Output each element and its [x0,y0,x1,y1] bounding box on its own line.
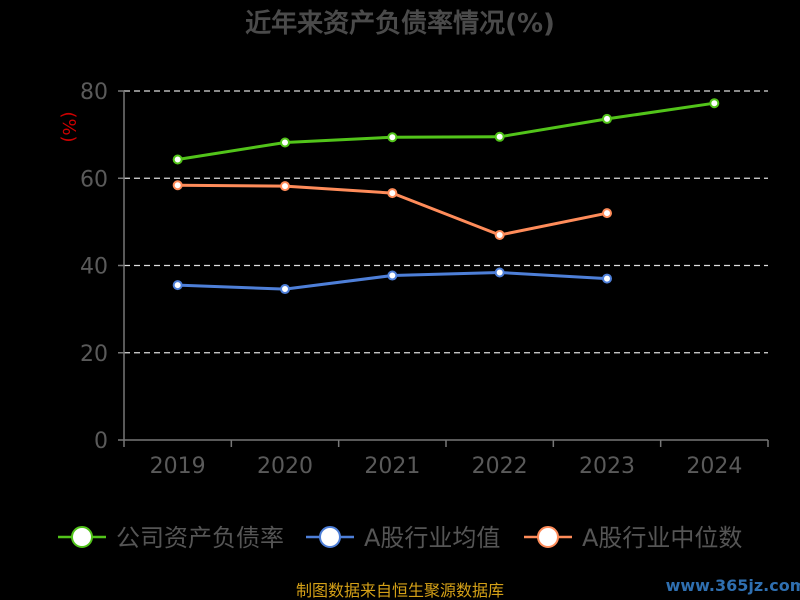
y-tick-label: 20 [80,342,108,367]
y-tick-label: 40 [80,255,108,280]
legend-marker [537,526,559,548]
legend[interactable]: 公司资产负债率 A股行业均值 A股行业中位数 [58,524,742,552]
x-tick-label: 2021 [364,454,420,479]
legend-label: A股行业均值 [364,524,500,552]
legend-item[interactable]: A股行业均值 [306,524,500,552]
data-point [709,98,720,109]
data-point [494,267,505,278]
y-axis-unit-label: (%) [58,111,79,142]
data-point [494,229,505,240]
legend-label: A股行业中位数 [582,524,742,552]
series-3 [172,180,612,240]
x-tick-label: 2023 [579,454,635,479]
legend-item[interactable]: 公司资产负债率 [58,524,284,552]
x-tick-label: 2019 [150,454,206,479]
data-point [280,284,290,295]
data-point [387,270,398,281]
series-lines [172,98,720,295]
y-tick-labels: 0 20 40 60 80 [80,80,108,454]
y-tick-label: 60 [80,167,108,192]
x-tick-label: 2020 [257,454,313,479]
watermark: www.365jz.com [666,576,800,595]
legend-marker [319,526,341,548]
data-point [387,188,398,199]
x-tick-labels: 2019 2020 2021 2022 2023 2024 [150,454,743,479]
data-point [602,113,612,124]
x-tick-label: 2024 [686,454,742,479]
series-line [177,101,715,161]
axes [118,90,769,447]
data-point [602,273,612,284]
data-point [172,180,183,191]
data-point [387,132,398,143]
legend-marker [71,526,93,548]
y-tick-label: 80 [80,80,108,105]
data-point [494,131,505,142]
chart-title: 近年来资产负债率情况(%) [245,8,555,39]
data-point [280,137,290,148]
x-tick-label: 2022 [472,454,528,479]
grid-lines [124,90,768,354]
legend-item[interactable]: A股行业中位数 [524,524,742,552]
data-point [172,154,183,165]
data-point [602,208,612,219]
y-tick-label: 0 [94,429,108,454]
data-point [280,181,290,192]
data-point [172,280,183,291]
series-1 [172,98,720,165]
legend-label: 公司资产负债率 [116,524,284,552]
series-2 [172,267,612,295]
source-footer: 制图数据来自恒生聚源数据库 [296,581,504,600]
